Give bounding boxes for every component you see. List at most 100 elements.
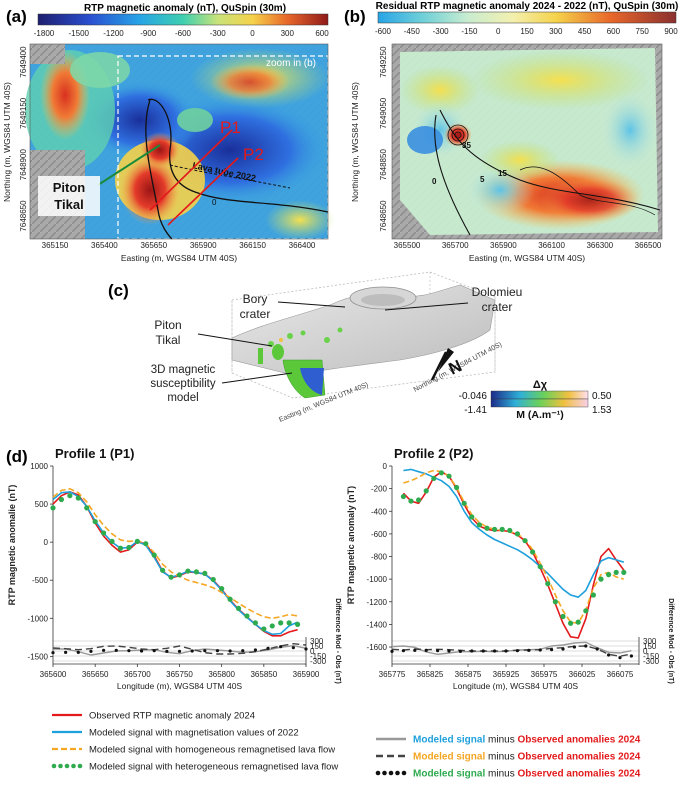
- panel-b-x-tick-5: 366500: [635, 241, 662, 250]
- profile-1-diff_heterog-point-10: [177, 649, 182, 653]
- panel-b-y-ticks: 7649250 7649050 7648850 7648650: [379, 46, 388, 232]
- panel-b-x-ticks: 365500 365700 365900 366100 366300 366500: [394, 241, 662, 250]
- profile-2-heterogeneous-point-5: [438, 470, 444, 476]
- legend-item-heterog: Modeled signal with heterogeneous remagn…: [51, 762, 338, 773]
- profile-1-diff_heterog-point-3: [89, 649, 93, 653]
- legend-diff-label-dheterog: Modeled signal minus Observed anomalies …: [413, 769, 641, 780]
- profile-1-series-modeled_2022: [52, 491, 298, 636]
- panel-b-contour-rings: [447, 124, 469, 146]
- panel-b-cb-tick-8: 600: [607, 27, 621, 36]
- panel-b-cb-tick-1: -450: [404, 27, 421, 36]
- profile-1-y-label: RTP magnetic anomalie (nT): [7, 485, 17, 606]
- profile-2-diff_heterog-point-7: [470, 649, 474, 653]
- profile-1-heterogeneous-point-15: [176, 572, 183, 578]
- panel-c-model-pointer: [221, 372, 293, 384]
- profile-1-heterogeneous-point-3: [75, 495, 81, 501]
- panel-a-cb-tick-7: 300: [281, 29, 295, 38]
- legend-diff-part1: Modeled signal: [413, 735, 485, 746]
- panel-c-cb-bottom-max: 1.53: [592, 405, 612, 416]
- panel-c-bory-label-2: crater: [240, 307, 271, 321]
- panel-a-x-label: Easting (m, WGS84 UTM 40S): [121, 253, 237, 263]
- panel-a-p2-label: P2: [243, 145, 264, 164]
- profile-2-y-label: RTP magnetic anomaly (nT): [346, 486, 356, 604]
- profile-2-diff_heterog-point-1: [401, 649, 405, 653]
- panel-a-cb-tick-6: 0: [250, 29, 255, 38]
- panel-c-topography-mesh: [231, 284, 496, 376]
- panel-a-cb-tick-3: -900: [140, 29, 157, 38]
- profile-2-y-tick-7: -1400: [367, 620, 388, 629]
- profile-2-heterogeneous-point-17: [530, 549, 536, 555]
- panel-b-contour-label-0: 35: [462, 141, 471, 150]
- panel-b: (b) Residual RTP magnetic anomaly 2024 -…: [344, 1, 678, 263]
- profile-1-heterogeneous-point-17: [193, 569, 199, 575]
- profile-2-diff_heterog-point-9: [493, 649, 497, 653]
- panel-b-contour-label-3: 0: [432, 177, 437, 186]
- panel-a-profile-p2-line: [167, 157, 239, 226]
- profile-1-heterogeneous-point-28: [286, 620, 292, 626]
- legend-diff-label-dhomog: Modeled signal minus Observed anomalies …: [413, 752, 641, 763]
- legend-diff-swatch-dot: [375, 770, 381, 776]
- profile-2-heterogeneous-point-25: [590, 592, 597, 598]
- profile-1-diff_heterog-point-17: [266, 646, 270, 650]
- profile-2-heterogeneous-point-2: [416, 497, 422, 503]
- panel-b-contour-label-1: 5: [480, 175, 485, 184]
- profile-1-heterogeneous-point-25: [261, 626, 267, 632]
- profile-2-y2-tick-0: 300: [643, 637, 657, 646]
- profile-1-heterogeneous-point-12: [151, 552, 157, 558]
- panel-b-cb-tick-6: 300: [549, 27, 563, 36]
- profile-2-y2-tick-4: -300: [643, 657, 660, 666]
- profile-2-y-tick-0: 0: [383, 462, 388, 471]
- profile-2-y-tick-4: -800: [371, 553, 388, 562]
- profile-2-y-tick-2: -400: [371, 507, 388, 516]
- profile-2-diff_heterog-point-10: [504, 649, 508, 653]
- profile-2-heterogeneous-point-9: [469, 514, 475, 520]
- profile-1-heterogeneous-point-24: [252, 620, 258, 626]
- profile-1-x-tick-5: 365850: [250, 670, 277, 679]
- profile-2-heterogeneous-point-29: [621, 569, 627, 575]
- profile-2-y-tick-5: -1000: [367, 575, 388, 584]
- panel-c-cb-top-max: 0.50: [592, 391, 612, 402]
- panel-a: (a) RTP magnetic anomaly (nT), QuSpin (3…: [2, 3, 335, 263]
- profile-2-heterogeneous-point-18: [537, 564, 543, 570]
- profile-2-diff_heterog-point-4: [436, 649, 440, 653]
- profile-2-heterogeneous-point-19: [545, 581, 551, 587]
- panel-a-x-tick-1: 365400: [91, 241, 118, 250]
- panel-c-dolomieu-label-2: crater: [482, 300, 513, 314]
- profile-1-series-observed: [52, 491, 298, 637]
- panel-a-anomaly-map: [25, 44, 335, 240]
- profile-2-diff_heterog-point-3: [424, 648, 428, 652]
- legend-label-observed: Observed RTP magnetic anomaly 2024: [89, 711, 255, 722]
- profile-2-diff_heterog-point-13: [538, 648, 542, 652]
- panel-b-y-tick-2: 7648850: [379, 149, 388, 181]
- panel-a-cb-tick-0: -1800: [34, 29, 55, 38]
- panel-b-cb-tick-10: 900: [664, 27, 678, 36]
- panel-b-cb-tick-3: -150: [461, 27, 478, 36]
- profile-1-diff_heterog-point-12: [203, 649, 207, 653]
- panel-b-colorbar: [377, 11, 677, 24]
- panel-a-x-tick-5: 366400: [289, 241, 316, 250]
- legend-diff-minus: minus: [485, 769, 517, 780]
- panel-c-cb-bottom-min: -1.41: [464, 405, 487, 416]
- legend-diff-minus: minus: [485, 735, 517, 746]
- panel-c-bory-pointer: [277, 301, 346, 308]
- profile-2-heterogeneous-point-21: [560, 613, 566, 620]
- profile-1-x-label: Longitude (m), WGS84 UTM 40S: [117, 681, 243, 691]
- panel-a-x-tick-3: 365900: [190, 241, 217, 250]
- panel-b-y-tick-3: 7648650: [379, 200, 388, 232]
- profile-1-diff_heterog-point-8: [152, 649, 156, 653]
- profile-2-heterogeneous-point-7: [454, 484, 460, 491]
- profile-1-x-tick-6: 365900: [293, 670, 320, 679]
- profile-2-heterogeneous-point-24: [583, 608, 589, 614]
- panel-b-residual-map: [400, 48, 660, 235]
- panel-c-piton-pointer: [197, 333, 273, 347]
- profile-1-y-tick-2: 0: [44, 538, 49, 547]
- profile-2-diff_heterog-point-8: [481, 649, 485, 653]
- legend-diff-item-dhomog: Modeled signal minus Observed anomalies …: [376, 752, 641, 763]
- profile-2-heterogeneous-point-8: [461, 500, 467, 506]
- profile-1-series-homogeneous: [52, 488, 298, 620]
- profile-2-heterogeneous-point-0: [400, 493, 406, 500]
- profile-1-diff_heterog-point-11: [190, 649, 194, 653]
- panel-c-piton-label-1: Piton: [154, 318, 181, 332]
- panel-a-cb-tick-8: 600: [315, 29, 329, 38]
- profile-2-title: Profile 2 (P2): [394, 446, 473, 461]
